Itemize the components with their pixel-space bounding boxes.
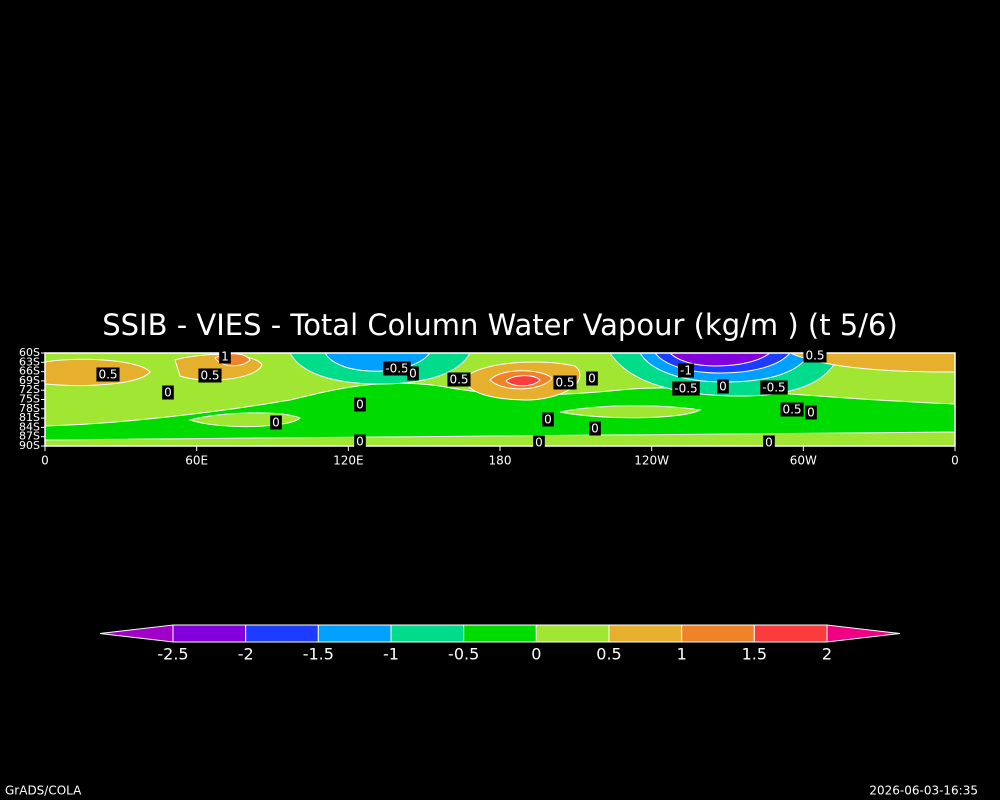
field-region <box>559 405 702 419</box>
contour-label: 0 <box>164 386 172 400</box>
colorbar-box <box>245 624 319 643</box>
y-tick-label: 60S <box>19 346 40 359</box>
contour-label: 0 <box>356 398 364 412</box>
contour-label: 0 <box>535 436 543 450</box>
footer-left: GrADS/COLA <box>5 784 82 798</box>
x-tick-label: 0 <box>951 454 959 468</box>
contour-label-bg <box>533 435 545 450</box>
colorbar-label: -0.5 <box>448 645 479 664</box>
contour-label-bg <box>447 372 471 387</box>
contour-label-bg <box>162 385 174 400</box>
x-tick-label: 120E <box>333 454 364 468</box>
contour-label: -1 <box>680 364 692 378</box>
y-tick-label: 81S <box>19 411 40 424</box>
contour-label-bg <box>780 402 804 417</box>
contour-label-bg <box>553 375 577 390</box>
contour-label: 0.5 <box>449 373 468 387</box>
contour-label: 0.5 <box>555 376 574 390</box>
contour-label-bg <box>198 368 222 383</box>
colorbar-box <box>317 624 392 643</box>
colorbar-box <box>753 624 828 643</box>
contour-label: 0.5 <box>782 403 801 417</box>
x-tick-label: 0 <box>41 454 49 468</box>
field-region <box>45 431 955 446</box>
colorbar-label: -2.5 <box>157 645 188 664</box>
contour-label-bg <box>407 366 419 381</box>
contour-label-bg <box>678 363 694 378</box>
colorbar-label: -1 <box>383 645 399 664</box>
y-tick-label: 78S <box>19 402 40 415</box>
contour-label-bg <box>96 367 120 382</box>
contour-label: -0.5 <box>674 382 697 396</box>
chart-title: SSIB - VIES - Total Column Water Vapour … <box>102 308 898 342</box>
colorbar-box <box>681 624 755 643</box>
contour-label: 0 <box>356 435 364 449</box>
y-tick-label: 90S <box>19 439 40 452</box>
contour-label: 1 <box>221 350 229 364</box>
contour-label-bg <box>542 412 554 427</box>
contour-label: 0 <box>807 406 815 420</box>
contour-label: 0.5 <box>805 349 824 363</box>
contour-label-bg <box>270 415 282 430</box>
y-tick-label: 66S <box>19 365 40 378</box>
colorbar-label: 1.5 <box>742 645 767 664</box>
contour-label: 0 <box>588 372 596 386</box>
colorbar-label: 1 <box>677 645 687 664</box>
colorbar-box <box>608 624 683 643</box>
contour-label: 0 <box>409 367 417 381</box>
colorbar-high <box>826 624 901 643</box>
contour-label: 0 <box>544 413 552 427</box>
contour-label-bg <box>805 405 817 420</box>
y-tick-label: 75S <box>19 393 40 406</box>
contour-label: -0.5 <box>385 362 408 376</box>
colorbar-box <box>390 624 465 643</box>
field-region <box>669 353 771 367</box>
contour-label: 0 <box>719 380 727 394</box>
field <box>45 353 955 446</box>
contour-label-bg <box>354 397 366 412</box>
x-tick-label: 60W <box>790 454 817 468</box>
contour-label-bg <box>717 379 729 394</box>
contour-label: 0 <box>765 436 773 450</box>
colorbar-label: 0.5 <box>596 645 621 664</box>
colorbar-label: 0 <box>531 645 541 664</box>
contour-label-bg <box>219 349 231 364</box>
contour-label: -0.5 <box>762 381 785 395</box>
contour-label: 0.5 <box>200 369 219 383</box>
colorbar-box <box>172 624 247 643</box>
contour-label: 0.5 <box>98 368 117 382</box>
colorbar-label: -1.5 <box>303 645 334 664</box>
x-tick-label: 120W <box>634 454 669 468</box>
colorbar-label: -2 <box>238 645 254 664</box>
y-tick-label: 69S <box>19 374 40 387</box>
contour-label-bg <box>672 381 700 396</box>
y-tick-label: 84S <box>19 420 40 433</box>
contour-label-bg <box>354 434 366 449</box>
colorbar-box <box>463 624 537 643</box>
y-tick-label: 72S <box>19 383 40 396</box>
contour-label: 0 <box>272 416 280 430</box>
colorbar-box <box>535 624 610 643</box>
contour-label-bg <box>383 361 411 376</box>
footer-right: 2026-06-03-16:35 <box>869 784 978 798</box>
contour-label-bg <box>760 380 788 395</box>
y-tick-label: 87S <box>19 430 40 443</box>
field-region <box>505 375 541 387</box>
contour-label: 0 <box>591 422 599 436</box>
contour-label-bg <box>803 348 827 363</box>
y-tick-label: 63S <box>19 355 40 368</box>
colorbar-label: 2 <box>822 645 832 664</box>
x-tick-label: 60E <box>185 454 208 468</box>
contour-label-bg <box>586 371 598 386</box>
x-tick-label: 180 <box>489 454 512 468</box>
contour-label-bg <box>763 435 775 450</box>
contour-label-bg <box>589 421 601 436</box>
